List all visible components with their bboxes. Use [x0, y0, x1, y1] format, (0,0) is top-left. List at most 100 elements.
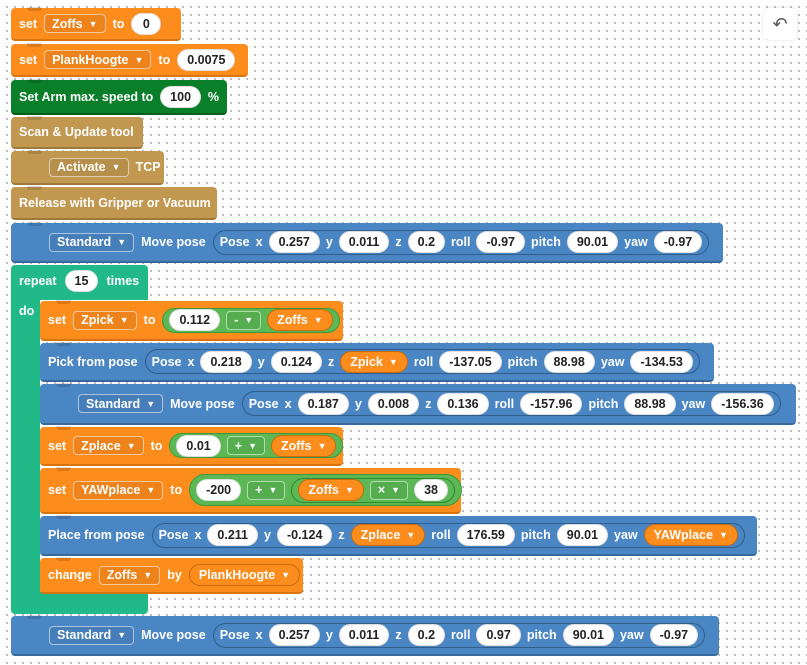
- chevron-down-icon: ▼: [111, 162, 121, 172]
- pick-from-pose-block[interactable]: Pick from pose Pose x 0.218 y 0.124 z Zp…: [40, 342, 714, 382]
- set-zpick-block[interactable]: set Zpick ▼ to 0.112 - ▼ Zoffs ▼: [40, 300, 343, 341]
- chevron-down-icon: ▼: [718, 530, 728, 540]
- x-input[interactable]: 0.187: [297, 392, 349, 415]
- set-zplace-block[interactable]: set Zplace ▼ to 0.01 + ▼ Zoffs ▼: [40, 426, 344, 466]
- y-input[interactable]: 0.011: [338, 624, 390, 646]
- variable-reporter-zoffs[interactable]: Zoffs ▼: [271, 434, 337, 457]
- y-input[interactable]: 0.124: [270, 350, 322, 373]
- variable-dropdown-zoffs[interactable]: Zoffs ▼: [98, 565, 161, 585]
- move-pose-block-1[interactable]: Standard ▼ Move pose Pose x 0.257 y 0.011…: [11, 222, 723, 263]
- z-input[interactable]: 0.2: [407, 231, 446, 253]
- operator-value: +: [255, 483, 263, 497]
- z-label: z: [395, 628, 402, 642]
- roll-input[interactable]: -0.97: [476, 231, 525, 253]
- roll-input[interactable]: 0.97: [476, 624, 521, 646]
- variable-reporter-plankhoogte[interactable]: PlankHoogte ▼: [188, 564, 301, 586]
- pitch-label: pitch: [507, 354, 538, 369]
- speed-input[interactable]: 100: [160, 85, 201, 108]
- to-label: to: [150, 438, 163, 453]
- variable-dropdown-zpick[interactable]: Zpick ▼: [73, 310, 137, 330]
- x-input[interactable]: 0.218: [200, 350, 252, 373]
- x-input[interactable]: 0.257: [268, 231, 320, 253]
- operand-input[interactable]: 0.01: [176, 434, 221, 457]
- pitch-input[interactable]: 90.01: [566, 231, 619, 253]
- variable-dropdown-zplace[interactable]: Zplace ▼: [73, 436, 144, 455]
- pitch-input[interactable]: 88.98: [543, 350, 595, 373]
- variable-reporter-zpick[interactable]: Zpick ▼: [340, 350, 408, 373]
- y-input[interactable]: 0.008: [367, 392, 420, 415]
- variable-dropdown-yawplace[interactable]: YAWplace ▼: [73, 480, 164, 500]
- y-label: y: [257, 354, 265, 369]
- yaw-input[interactable]: -0.97: [653, 231, 703, 253]
- scan-update-tool-block[interactable]: Scan & Update tool: [11, 116, 143, 149]
- pitch-input[interactable]: 88.98: [624, 392, 676, 415]
- variable-reporter-zoffs[interactable]: Zoffs ▼: [298, 479, 364, 501]
- set-yawplace-block[interactable]: set YAWplace ▼ to -200 + ▼ Zoffs ▼ × ▼ 38: [40, 467, 462, 514]
- variable-dropdown-plankhoogte[interactable]: PlankHoogte ▼: [44, 50, 152, 69]
- set-plankhoogte-block[interactable]: set PlankHoogte ▼ to 0.0075: [11, 43, 248, 77]
- yaw-input[interactable]: -134.53: [630, 350, 693, 373]
- repeat-block-arm: [11, 299, 40, 600]
- operand-input[interactable]: 0.112: [169, 309, 221, 331]
- do-label: do: [19, 304, 35, 318]
- roll-label: roll: [494, 396, 515, 411]
- value-input[interactable]: 0.0075: [177, 48, 236, 71]
- set-zoffs-block[interactable]: set Zoffs ▼ to 0: [11, 7, 181, 41]
- change-zoffs-block[interactable]: change Zoffs ▼ by PlankHoogte ▼: [40, 557, 303, 594]
- set-label: set: [48, 483, 67, 497]
- arithmetic-block-inner[interactable]: Zoffs ▼ × ▼ 38: [291, 477, 455, 503]
- release-block[interactable]: Release with Gripper or Vacuum: [11, 186, 217, 220]
- to-label: to: [143, 313, 156, 327]
- variable-reporter-zplace[interactable]: Zplace ▼: [350, 524, 426, 546]
- tcp-label: TCP: [135, 160, 161, 174]
- place-from-pose-block[interactable]: Place from pose Pose x 0.211 y -0.124 z …: [40, 515, 757, 556]
- z-input[interactable]: 0.2: [407, 624, 446, 646]
- operand-input[interactable]: 38: [414, 479, 448, 501]
- chevron-down-icon: ▼: [313, 315, 323, 325]
- pitch-input[interactable]: 90.01: [562, 624, 614, 646]
- variable-dropdown-zoffs[interactable]: Zoffs ▼: [44, 14, 106, 33]
- move-mode-dropdown[interactable]: Standard ▼: [78, 394, 164, 413]
- set-arm-speed-block[interactable]: Set Arm max. speed to 100 %: [11, 79, 227, 115]
- pose-label: Pose: [158, 528, 189, 542]
- z-input[interactable]: 0.136: [437, 392, 489, 415]
- pose-input: Pose x 0.211 y -0.124 z Zplace ▼ roll 176…: [151, 522, 745, 548]
- move-pose-block-2[interactable]: Standard ▼ Move pose Pose x 0.187 y 0.008…: [40, 383, 796, 425]
- move-mode-dropdown[interactable]: Standard ▼: [49, 232, 135, 252]
- yaw-label: yaw: [619, 628, 644, 642]
- dropdown-value: Standard: [86, 396, 141, 411]
- roll-input[interactable]: -137.05: [439, 350, 502, 373]
- roll-input[interactable]: -157.96: [520, 392, 583, 415]
- operator-dropdown-multiply[interactable]: × ▼: [369, 480, 409, 500]
- operand-input[interactable]: -200: [196, 479, 242, 501]
- roll-label: roll: [451, 628, 471, 642]
- x-input[interactable]: 0.257: [268, 624, 320, 646]
- roll-input[interactable]: 176.59: [456, 524, 515, 546]
- move-pose-block-3[interactable]: Standard ▼ Move pose Pose x 0.257 y 0.011…: [11, 615, 719, 656]
- operator-dropdown[interactable]: - ▼: [226, 310, 262, 330]
- undo-button[interactable]: ↶: [763, 8, 797, 40]
- yaw-input[interactable]: -156.36: [711, 392, 774, 415]
- arithmetic-block[interactable]: 0.112 - ▼ Zoffs ▼: [162, 307, 340, 333]
- chevron-down-icon: ▼: [117, 630, 127, 640]
- chevron-down-icon: ▼: [391, 485, 401, 495]
- pitch-input[interactable]: 90.01: [556, 524, 609, 546]
- operator-dropdown[interactable]: + ▼: [247, 480, 286, 500]
- y-input[interactable]: 0.011: [338, 231, 390, 253]
- variable-reporter-zoffs[interactable]: Zoffs ▼: [267, 309, 333, 331]
- operator-dropdown[interactable]: + ▼: [226, 436, 265, 455]
- repeat-count-input[interactable]: 15: [64, 270, 99, 292]
- repeat-block-footer: [11, 592, 148, 614]
- value-input[interactable]: 0: [131, 12, 162, 35]
- y-input[interactable]: -0.124: [276, 524, 333, 546]
- yaw-input[interactable]: -0.97: [649, 624, 699, 646]
- operator-value: ×: [377, 483, 386, 497]
- x-label: x: [194, 528, 202, 542]
- activate-dropdown[interactable]: Activate ▼: [49, 157, 129, 177]
- x-input[interactable]: 0.211: [207, 524, 259, 546]
- arithmetic-block-outer[interactable]: -200 + ▼ Zoffs ▼ × ▼ 38: [189, 474, 462, 506]
- move-mode-dropdown[interactable]: Standard ▼: [49, 625, 135, 645]
- activate-tcp-block[interactable]: Activate ▼ TCP: [11, 150, 164, 185]
- variable-reporter-yawplace[interactable]: YAWplace ▼: [643, 524, 738, 546]
- arithmetic-block[interactable]: 0.01 + ▼ Zoffs ▼: [169, 433, 344, 458]
